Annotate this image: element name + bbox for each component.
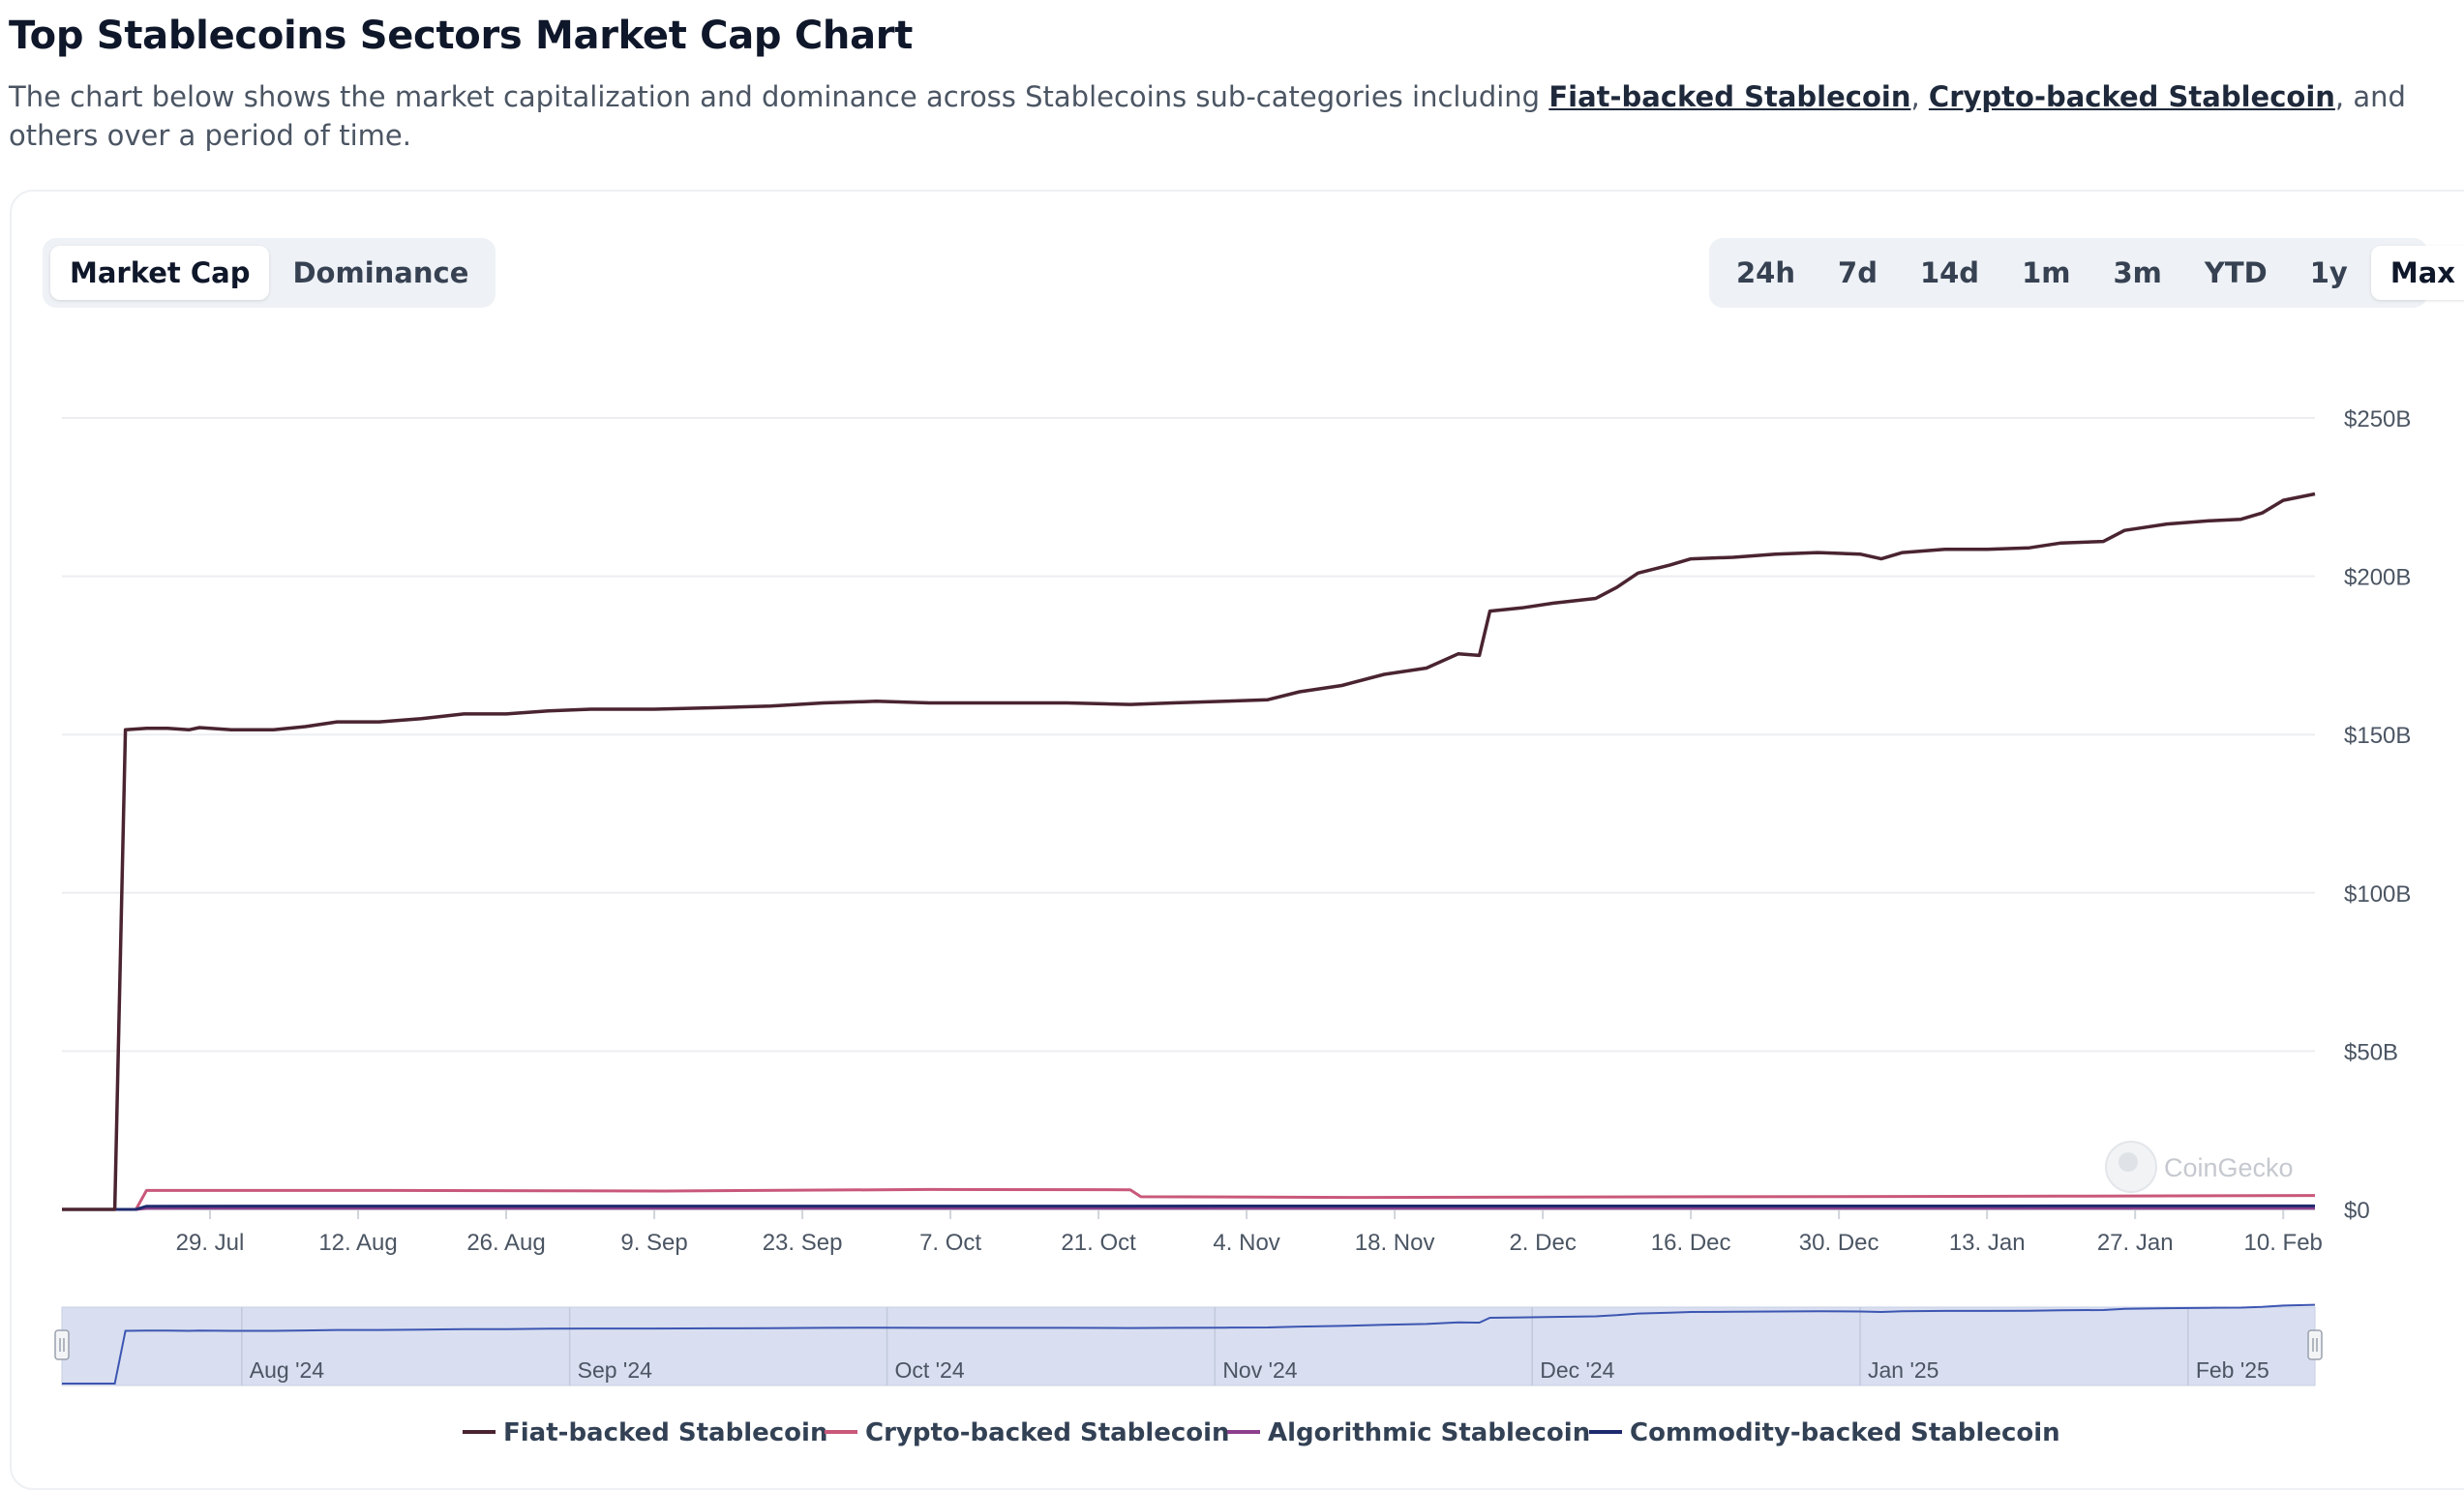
chart-legend: Fiat-backed Stablecoin Crypto-backed Stab… xyxy=(463,1418,2060,1447)
x-tick-label: 18. Nov xyxy=(1355,1230,1435,1256)
x-tick-label: 12. Aug xyxy=(318,1230,397,1256)
x-tick-label: 27. Jan xyxy=(2097,1230,2174,1256)
x-tick-label: 26. Aug xyxy=(466,1230,545,1256)
market-cap-chart: $0 $50B $100B $150B $200B $250B 29. Jul 12. Au… xyxy=(54,406,2411,1447)
fiat-backed-link[interactable]: Fiat-backed Stablecoin xyxy=(1548,80,1911,113)
x-tick-label: 4. Nov xyxy=(1213,1230,1279,1256)
y-axis: $0 $50B $100B $150B $200B $250B xyxy=(2344,406,2411,1224)
page-title: Top Stablecoins Sectors Market Cap Chart xyxy=(9,14,914,58)
watermark-text: CoinGecko xyxy=(2164,1153,2294,1182)
chart-series xyxy=(62,492,2316,1211)
navigator-selection[interactable] xyxy=(61,1306,2316,1386)
time-range-selector: 24h 7d 14d 1m 3m YTD 1y Max xyxy=(1709,238,2464,308)
navigator-label: Oct '24 xyxy=(895,1357,965,1383)
navigator-label: Nov '24 xyxy=(1222,1357,1297,1383)
navigator-left-handle[interactable] xyxy=(54,1329,70,1360)
page-description: The chart below shows the market capital… xyxy=(9,77,2448,155)
series-line-1[interactable] xyxy=(62,1187,2316,1211)
y-tick-label: $0 xyxy=(2344,1198,2370,1224)
legend-item-3[interactable]: Commodity-backed Stablecoin xyxy=(1630,1418,2060,1447)
navigator-label: Aug '24 xyxy=(250,1357,324,1383)
range-1m-button[interactable]: 1m xyxy=(2022,256,2071,289)
x-tick-label: 16. Dec xyxy=(1651,1230,1731,1256)
navigator-label: Dec '24 xyxy=(1540,1357,1614,1383)
description-text-pre: The chart below shows the market capital… xyxy=(9,80,1549,113)
coingecko-watermark: CoinGecko xyxy=(2105,1141,2294,1193)
x-tick-label: 29. Jul xyxy=(176,1230,245,1256)
series-line-2[interactable] xyxy=(62,1207,2315,1211)
range-7d-button[interactable]: 7d xyxy=(1838,256,1878,289)
range-24h-button[interactable]: 24h xyxy=(1736,256,1796,289)
x-tick-label: 10. Feb xyxy=(2244,1230,2323,1256)
y-tick-label: $200B xyxy=(2344,565,2411,591)
x-tick-label: 7. Oct xyxy=(919,1230,981,1256)
metric-toggle: Market Cap Dominance xyxy=(43,238,496,308)
description-separator: , xyxy=(1910,80,1929,113)
x-tick-label: 13. Jan xyxy=(1949,1230,2026,1256)
x-tick-label: 21. Oct xyxy=(1061,1230,1136,1256)
y-tick-label: $100B xyxy=(2344,881,2411,908)
dominance-tab[interactable]: Dominance xyxy=(292,256,469,289)
navigator-label: Sep '24 xyxy=(578,1357,652,1383)
legend-item-1[interactable]: Crypto-backed Stablecoin xyxy=(865,1418,1230,1447)
x-axis: 29. Jul 12. Aug 26. Aug 9. Sep 23. Sep 7. Oct… xyxy=(62,1208,2323,1256)
navigator-label: Jan '25 xyxy=(1868,1357,1938,1383)
range-ytd-button[interactable]: YTD xyxy=(2204,256,2268,289)
range-navigator[interactable]: Aug '24 Sep '24 Oct '24 Nov '24 Dec '24 Jan '… xyxy=(54,1303,2323,1386)
navigator-right-handle[interactable] xyxy=(2307,1329,2323,1360)
navigator-series-line xyxy=(62,1303,2316,1385)
range-max-button[interactable]: Max xyxy=(2370,246,2464,300)
chart-card xyxy=(10,190,2464,1490)
x-tick-label: 9. Sep xyxy=(620,1230,687,1256)
legend-item-2[interactable]: Algorithmic Stablecoin xyxy=(1268,1418,1590,1447)
range-1y-button[interactable]: 1y xyxy=(2309,256,2348,289)
navigator-label: Feb '25 xyxy=(2196,1357,2269,1383)
grid-lines xyxy=(62,417,2315,1053)
x-tick-label: 30. Dec xyxy=(1799,1230,1879,1256)
series-line-0[interactable] xyxy=(62,492,2316,1211)
y-tick-label: $250B xyxy=(2344,406,2411,432)
market-cap-tab[interactable]: Market Cap xyxy=(50,246,270,300)
x-tick-label: 2. Dec xyxy=(1509,1230,1576,1256)
range-14d-button[interactable]: 14d xyxy=(1919,256,1980,289)
description-text-post: , and others over a period of time. xyxy=(9,80,2406,152)
x-tick-label: 23. Sep xyxy=(763,1230,843,1256)
legend-item-0[interactable]: Fiat-backed Stablecoin xyxy=(503,1418,827,1447)
y-tick-label: $150B xyxy=(2344,723,2411,749)
coingecko-logo-eye-icon xyxy=(2118,1152,2138,1172)
y-tick-label: $50B xyxy=(2344,1039,2398,1065)
crypto-backed-link[interactable]: Crypto-backed Stablecoin xyxy=(1928,80,2335,113)
range-3m-button[interactable]: 3m xyxy=(2113,256,2162,289)
